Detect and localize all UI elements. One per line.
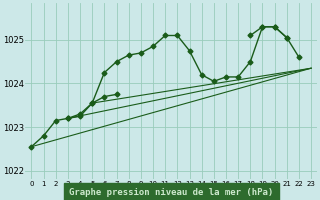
X-axis label: Graphe pression niveau de la mer (hPa): Graphe pression niveau de la mer (hPa) [69,188,273,197]
